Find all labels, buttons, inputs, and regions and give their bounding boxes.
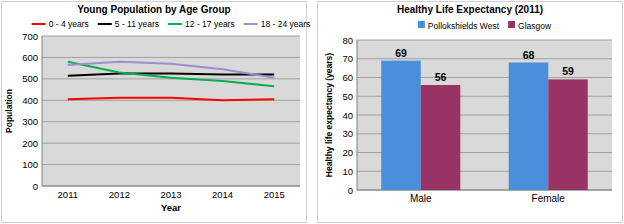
y-tick-label: 30 [342, 128, 353, 139]
plot-area [357, 40, 612, 190]
marks [68, 62, 274, 101]
y-tick-label: 100 [22, 159, 38, 170]
bar [509, 63, 549, 191]
y-tick-label: 40 [342, 110, 353, 121]
y-axis-title: Healthy life expectancy (years) [324, 53, 334, 177]
x-tick-label: Male [410, 193, 432, 204]
bar [381, 61, 421, 190]
y-tick-label: 50 [342, 91, 353, 102]
chart-panel: Young Population by Age Group 0 100 200 300 4… [2, 2, 311, 223]
bar [421, 85, 461, 190]
legend-swatch [98, 23, 112, 25]
y-tick-label: 700 [22, 31, 38, 42]
chart-panel: Healthy Life Expectancy (2011) 0 10 20 30 40 5… [318, 2, 623, 223]
grid-line [42, 121, 300, 122]
legend-swatch [244, 23, 258, 25]
chart-title: Young Population by Age Group [77, 4, 230, 15]
data-label: 59 [562, 65, 574, 77]
y-tick-label: 200 [22, 138, 38, 149]
y-tick-label: 600 [22, 52, 38, 63]
legend-swatch [418, 21, 425, 28]
legend-label: 12 - 17 years [185, 19, 235, 29]
chart-root: Young Population by Age Group01002003004… [0, 0, 624, 224]
y-axis [42, 36, 43, 186]
legend: 0 - 4 years 5 - 11 years 12 - 17 years 18 -… [32, 19, 311, 29]
grid-line [42, 57, 300, 58]
y-tick-label: 20 [342, 147, 353, 158]
y-tick-label: 0 [348, 185, 353, 196]
marks [381, 61, 588, 190]
x-tick-label: 2015 [264, 189, 285, 200]
panel-frame [318, 2, 623, 223]
series-line [68, 98, 274, 101]
legend-label: 0 - 4 years [49, 19, 89, 29]
y-axis [357, 40, 358, 190]
data-label: 56 [435, 71, 447, 83]
y-axis-title: Population [4, 89, 14, 133]
y-tick-label: 300 [22, 116, 38, 127]
y-tick-label: 60 [342, 72, 353, 83]
bar [548, 79, 588, 190]
y-tick-label: 0 [33, 181, 38, 192]
legend-label: 5 - 11 years [115, 19, 159, 29]
y-tick-label: 70 [342, 53, 353, 64]
x-axis-title: Year [161, 202, 181, 213]
legend-swatch [32, 23, 46, 25]
x-tick-label: 2013 [160, 189, 181, 200]
data-label: 68 [523, 49, 535, 61]
series-line [68, 74, 274, 76]
y-tick-label: 500 [22, 73, 38, 84]
x-tick-label: Female [532, 193, 566, 204]
legend-swatch [508, 21, 515, 28]
legend: Pollokshields West Glasgow [418, 21, 552, 31]
legend-label: 18 - 24 years [261, 19, 311, 29]
legend-label: Pollokshields West [428, 21, 500, 31]
grid-line [42, 164, 300, 165]
panel-frame [2, 2, 307, 223]
plot-area [42, 36, 300, 186]
y-tick-label: 10 [342, 166, 353, 177]
x-tick-label: 2014 [212, 189, 233, 200]
grid-line [42, 143, 300, 144]
grid-line [42, 186, 300, 187]
grid-line [42, 36, 300, 37]
y-tick-label: 400 [22, 95, 38, 106]
series-line [68, 62, 274, 87]
data-label: 69 [395, 47, 407, 59]
legend-swatch [168, 23, 182, 25]
x-axis [42, 186, 300, 187]
x-tick-label: 2011 [58, 189, 78, 200]
data-labels: 69 68 56 59 [395, 47, 574, 83]
y-tick-label: 80 [342, 35, 353, 46]
grid-line [357, 40, 612, 41]
legend-label: Glasgow [518, 21, 552, 31]
x-tick-label: 2012 [109, 189, 130, 200]
chart-title: Healthy Life Expectancy (2011) [397, 4, 543, 15]
series-line [68, 62, 274, 78]
